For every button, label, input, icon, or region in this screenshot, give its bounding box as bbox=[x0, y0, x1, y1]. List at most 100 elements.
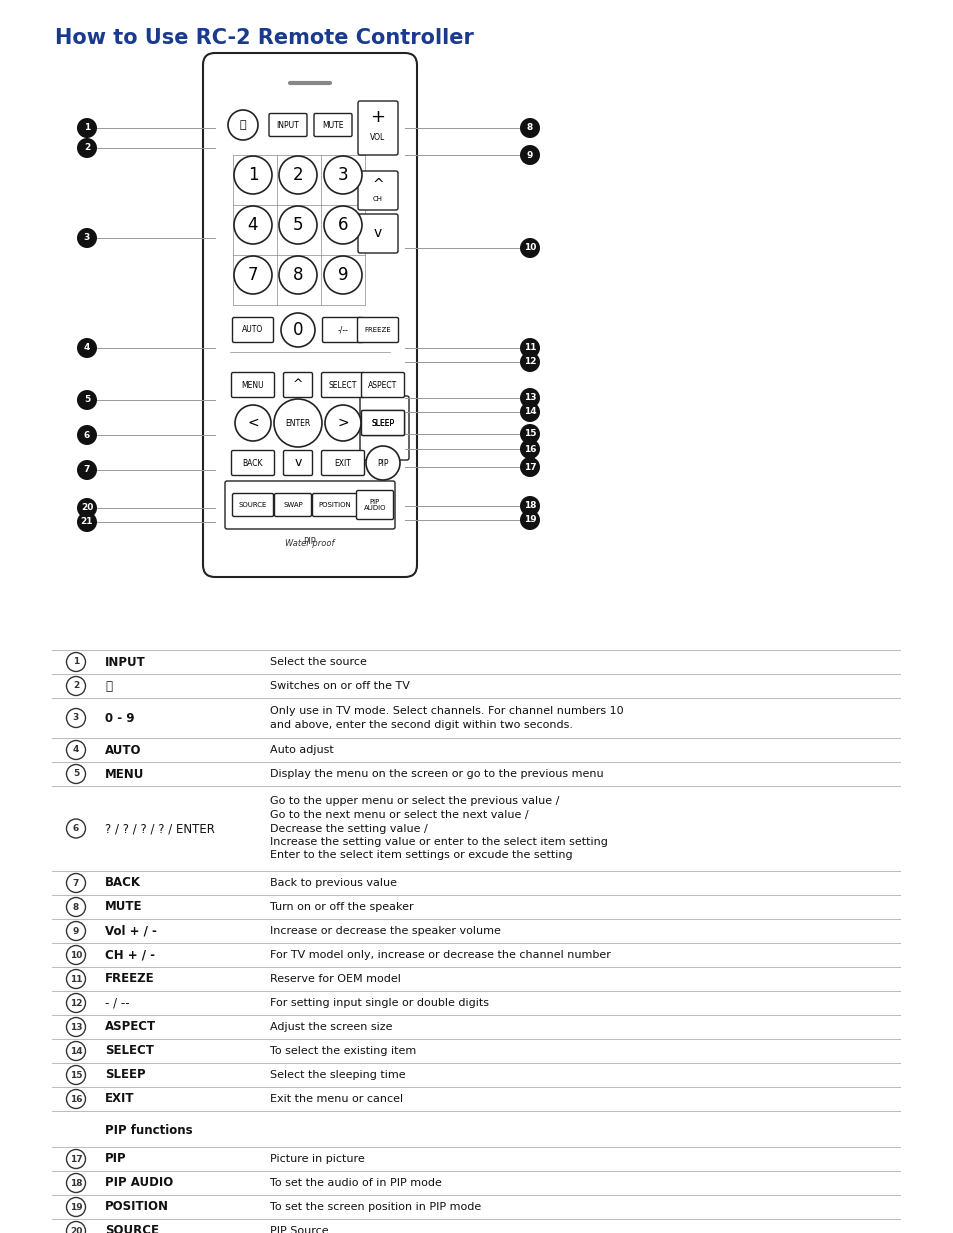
Circle shape bbox=[77, 228, 97, 248]
FancyBboxPatch shape bbox=[357, 215, 397, 253]
Text: 0: 0 bbox=[293, 321, 303, 339]
FancyBboxPatch shape bbox=[314, 113, 352, 137]
FancyBboxPatch shape bbox=[232, 450, 274, 476]
Circle shape bbox=[67, 994, 86, 1012]
Circle shape bbox=[77, 425, 97, 445]
Text: AUTO: AUTO bbox=[105, 743, 141, 757]
Circle shape bbox=[67, 969, 86, 989]
FancyBboxPatch shape bbox=[269, 113, 307, 137]
Circle shape bbox=[67, 652, 86, 672]
FancyBboxPatch shape bbox=[232, 372, 274, 397]
Text: Decrease the setting value /: Decrease the setting value / bbox=[270, 824, 427, 834]
Text: Go to the upper menu or select the previous value /: Go to the upper menu or select the previ… bbox=[270, 797, 558, 806]
Text: 18: 18 bbox=[70, 1179, 82, 1187]
Circle shape bbox=[67, 1149, 86, 1169]
Text: 1: 1 bbox=[84, 123, 90, 132]
FancyBboxPatch shape bbox=[313, 493, 357, 517]
Text: ⏻: ⏻ bbox=[105, 679, 112, 693]
Text: FREEZE: FREEZE bbox=[364, 327, 391, 333]
Circle shape bbox=[278, 206, 316, 244]
Text: ? / ? / ? / ? / ENTER: ? / ? / ? / ? / ENTER bbox=[105, 822, 214, 835]
Text: 3: 3 bbox=[84, 233, 90, 243]
Circle shape bbox=[67, 873, 86, 893]
Text: To set the audio of in PIP mode: To set the audio of in PIP mode bbox=[270, 1178, 441, 1189]
Circle shape bbox=[228, 110, 257, 141]
Text: 9: 9 bbox=[72, 926, 79, 936]
Text: INPUT: INPUT bbox=[276, 121, 299, 129]
Text: 4: 4 bbox=[84, 344, 91, 353]
Text: 15: 15 bbox=[523, 429, 536, 439]
Circle shape bbox=[67, 1197, 86, 1217]
Text: SLEEP: SLEEP bbox=[371, 418, 395, 428]
Text: 4: 4 bbox=[248, 216, 258, 234]
Text: Switches on or off the TV: Switches on or off the TV bbox=[270, 681, 410, 690]
Text: Turn on or off the speaker: Turn on or off the speaker bbox=[270, 903, 414, 912]
Text: ^: ^ bbox=[372, 178, 383, 192]
Circle shape bbox=[281, 313, 314, 346]
Text: 8: 8 bbox=[526, 123, 533, 132]
Text: SOURCE: SOURCE bbox=[105, 1224, 159, 1233]
FancyBboxPatch shape bbox=[361, 411, 404, 435]
Text: For setting input single or double digits: For setting input single or double digit… bbox=[270, 997, 489, 1009]
Circle shape bbox=[233, 256, 272, 293]
FancyBboxPatch shape bbox=[283, 450, 313, 476]
Text: +: + bbox=[370, 109, 385, 126]
Text: To select the existing item: To select the existing item bbox=[270, 1046, 416, 1055]
Text: MENU: MENU bbox=[241, 381, 264, 390]
FancyBboxPatch shape bbox=[321, 372, 364, 397]
Text: Auto adjust: Auto adjust bbox=[270, 745, 334, 755]
Text: Display the menu on the screen or go to the previous menu: Display the menu on the screen or go to … bbox=[270, 769, 603, 779]
Text: 10: 10 bbox=[70, 951, 82, 959]
Text: 11: 11 bbox=[523, 344, 536, 353]
Text: Select the source: Select the source bbox=[270, 657, 367, 667]
Text: To set the screen position in PIP mode: To set the screen position in PIP mode bbox=[270, 1202, 480, 1212]
FancyBboxPatch shape bbox=[322, 318, 363, 343]
Text: CH: CH bbox=[373, 196, 382, 202]
Text: Only use in TV mode. Select channels. For channel numbers 10: Only use in TV mode. Select channels. Fo… bbox=[270, 707, 623, 716]
Text: 6: 6 bbox=[337, 216, 348, 234]
Text: 16: 16 bbox=[70, 1095, 82, 1104]
FancyBboxPatch shape bbox=[274, 493, 312, 517]
Text: 7: 7 bbox=[84, 466, 91, 475]
Text: EXIT: EXIT bbox=[335, 459, 351, 467]
Circle shape bbox=[278, 157, 316, 194]
Text: Select the sleeping time: Select the sleeping time bbox=[270, 1070, 405, 1080]
Circle shape bbox=[67, 1090, 86, 1108]
Circle shape bbox=[67, 1042, 86, 1060]
Text: 14: 14 bbox=[70, 1047, 82, 1055]
Text: 5: 5 bbox=[293, 216, 303, 234]
Text: Back to previous value: Back to previous value bbox=[270, 878, 396, 888]
Circle shape bbox=[233, 206, 272, 244]
Circle shape bbox=[519, 424, 539, 444]
Text: MUTE: MUTE bbox=[322, 121, 343, 129]
Text: POSITION: POSITION bbox=[105, 1201, 169, 1213]
Circle shape bbox=[234, 404, 271, 441]
Text: ASPECT: ASPECT bbox=[368, 381, 397, 390]
Circle shape bbox=[67, 709, 86, 727]
Circle shape bbox=[67, 1174, 86, 1192]
Text: 2: 2 bbox=[72, 682, 79, 690]
Text: CH + / -: CH + / - bbox=[105, 948, 154, 962]
Circle shape bbox=[67, 677, 86, 695]
Circle shape bbox=[67, 921, 86, 941]
Text: and above, enter the second digit within two seconds.: and above, enter the second digit within… bbox=[270, 720, 573, 730]
Text: PIP: PIP bbox=[303, 538, 316, 546]
Text: 6: 6 bbox=[84, 430, 90, 439]
Circle shape bbox=[77, 338, 97, 358]
Text: 14: 14 bbox=[523, 407, 536, 417]
Text: How to Use RC-2 Remote Controller: How to Use RC-2 Remote Controller bbox=[55, 28, 474, 48]
Text: PIP
AUDIO: PIP AUDIO bbox=[363, 498, 386, 512]
Circle shape bbox=[519, 118, 539, 138]
Text: 2: 2 bbox=[84, 143, 90, 153]
Text: ENTER: ENTER bbox=[285, 418, 311, 428]
FancyBboxPatch shape bbox=[203, 53, 416, 577]
Circle shape bbox=[67, 898, 86, 916]
Text: 1: 1 bbox=[248, 166, 258, 184]
Text: 21: 21 bbox=[81, 518, 93, 526]
Circle shape bbox=[77, 498, 97, 518]
Text: 3: 3 bbox=[72, 714, 79, 723]
Text: 20: 20 bbox=[70, 1227, 82, 1233]
Circle shape bbox=[67, 764, 86, 783]
Text: 19: 19 bbox=[70, 1202, 82, 1212]
Text: 5: 5 bbox=[84, 396, 90, 404]
